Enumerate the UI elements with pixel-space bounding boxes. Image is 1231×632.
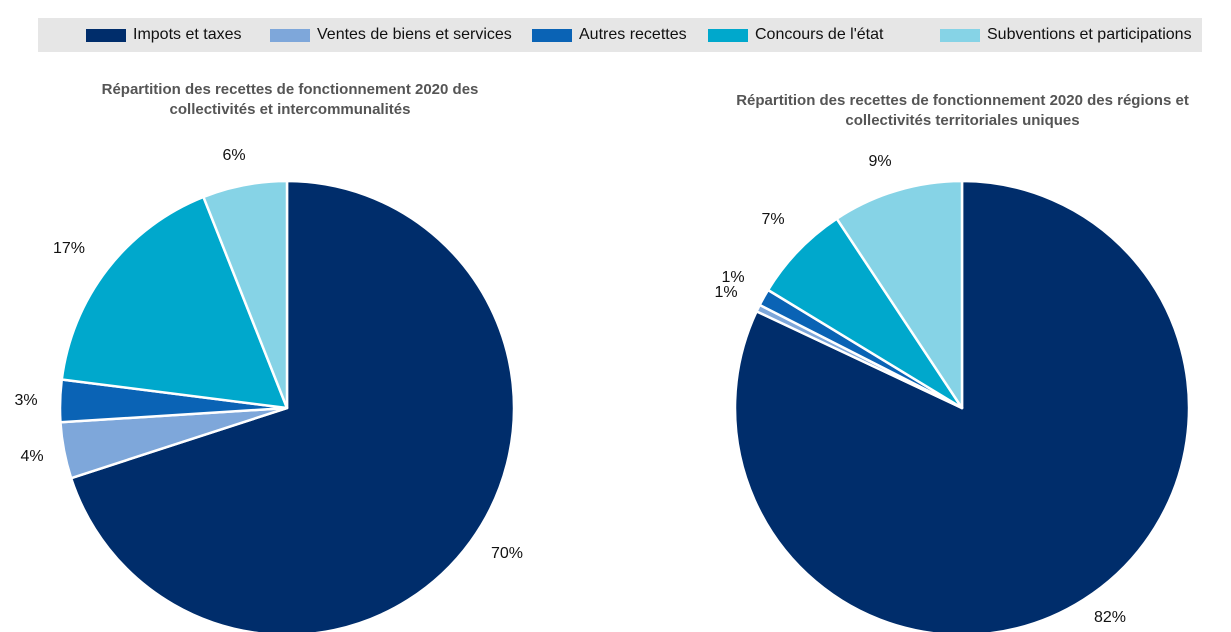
slice-label: 9%: [868, 153, 891, 170]
slice-label: 7%: [761, 211, 784, 228]
slice-label: 6%: [222, 147, 245, 164]
legend-label: Impots et taxes: [133, 26, 242, 43]
pie-0: 70% 4% 3% 17% 6%: [14, 147, 523, 632]
legend-label: Subventions et participations: [987, 26, 1192, 43]
slice-label: 1%: [714, 284, 737, 301]
legend-item-autres: Autres recettes: [532, 18, 687, 52]
chart-title-line: Répartition des recettes de fonctionneme…: [101, 81, 479, 98]
slice-label: 70%: [491, 545, 523, 562]
slice-label: 4%: [20, 448, 43, 465]
pie-slice: [60, 195, 289, 410]
legend-item-ventes: Ventes de biens et services: [270, 18, 512, 52]
legend-item-concours: Concours de l'état: [708, 18, 883, 52]
slice-label: 3%: [14, 392, 37, 409]
slice-label: 82%: [1094, 609, 1126, 626]
legend-swatch: [940, 28, 980, 42]
chart-title-line: collectivités et intercommunalités: [169, 101, 411, 118]
legend-swatch: [270, 28, 310, 42]
slice-label: 17%: [53, 240, 85, 257]
legend-label: Ventes de biens et services: [317, 26, 512, 43]
slice-label: 1%: [721, 269, 744, 286]
pie-slice: [733, 179, 1191, 632]
pie-1: 82% 1%1% 7% 9%: [714, 153, 1191, 632]
pie-slice: [69, 179, 516, 632]
legend: Impots et taxes Ventes de biens et servi…: [38, 18, 1202, 52]
legend-swatch: [708, 28, 748, 42]
legend-item-impots: Impots et taxes: [86, 18, 242, 52]
chart-title-left: Répartition des recettes de fonctionneme…: [40, 80, 540, 120]
legend-swatch: [86, 28, 126, 42]
legend-label: Autres recettes: [579, 26, 687, 43]
chart-title-line: Répartition des recettes de fonctionneme…: [736, 92, 1189, 109]
chart-title-line: collectivités territoriales uniques: [845, 112, 1080, 129]
legend-label: Concours de l'état: [755, 26, 884, 43]
pie-slice: [202, 179, 289, 410]
legend-item-subventions: Subventions et participations: [940, 18, 1192, 52]
legend-swatch: [532, 28, 572, 42]
chart-title-right: Répartition des recettes de fonctionneme…: [680, 91, 1231, 131]
pie-slice: [835, 179, 964, 410]
